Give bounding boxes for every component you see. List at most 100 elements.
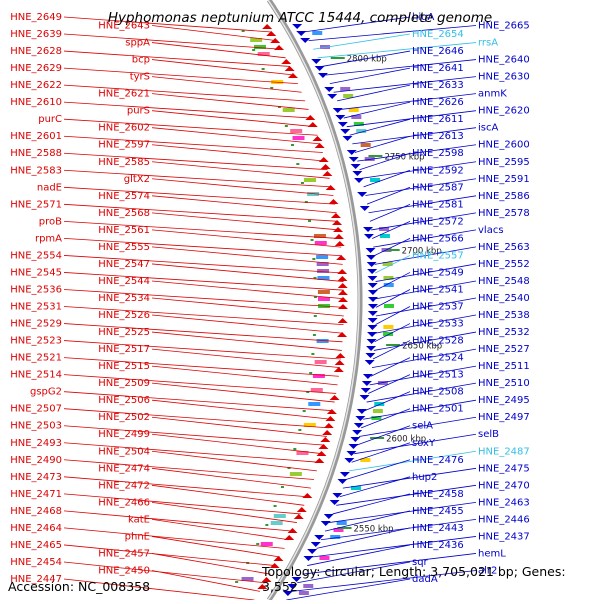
gene-label: HNE_2572: [412, 216, 464, 227]
leader-line: [363, 399, 477, 420]
minor-tick: [313, 315, 317, 317]
leader-line: [151, 314, 344, 334]
gene-label: HNE_2454: [10, 557, 62, 568]
leader-line: [151, 212, 340, 231]
forward-gene-arrow: [326, 409, 337, 414]
gene-label: HNE_2601: [10, 131, 62, 142]
cog-block: [317, 297, 330, 301]
leader-line: [63, 255, 344, 274]
forward-gene-arrow: [322, 430, 333, 435]
gene-label: HNE_2473: [10, 472, 62, 483]
leader-line: [320, 518, 477, 541]
gene-label: HNE_2566: [412, 233, 464, 244]
reverse-gene-arrow: [367, 276, 378, 281]
reverse-gene-arrow: [365, 248, 376, 253]
leader-line: [375, 263, 477, 282]
forward-gene-arrow: [320, 164, 331, 169]
gene-label: HNE_2600: [478, 140, 530, 151]
gene-label: HNE_2517: [98, 344, 150, 355]
leader-line: [291, 570, 477, 592]
gene-label: HNE_2665: [478, 21, 530, 32]
leader-line: [63, 186, 336, 205]
reverse-gene-arrow: [366, 262, 377, 267]
leader-line: [325, 59, 477, 76]
gene-label: HNE_2447: [10, 574, 62, 585]
reverse-gene-arrow: [352, 171, 363, 176]
gene-label: HNE_2504: [98, 446, 150, 457]
gene-label: soxY: [412, 438, 436, 449]
gene-label: HNE_2495: [478, 395, 530, 406]
cog-block: [383, 276, 394, 280]
leader-line: [151, 570, 260, 592]
forward-gene-arrow: [284, 66, 295, 71]
cog-block: [316, 262, 329, 266]
reverse-gene-arrow: [329, 500, 340, 505]
gene-label: HNE_2471: [10, 489, 62, 500]
leader-line: [151, 178, 334, 196]
gene-label: HNE_2502: [98, 412, 150, 423]
gene-label: HNE_2595: [478, 157, 530, 168]
minor-tick: [296, 163, 300, 165]
cog-block: [383, 304, 394, 308]
leader-line: [369, 203, 411, 222]
leader-line: [375, 314, 477, 334]
gene-label: HNE_2437: [478, 531, 530, 542]
gene-label: HNE_2531: [10, 302, 62, 313]
gene-label: HNE_2585: [98, 157, 150, 168]
gene-label: HNE_2513: [412, 370, 464, 381]
forward-gene-arrow: [334, 360, 345, 365]
reverse-gene-arrow: [300, 38, 311, 43]
leader-line: [151, 382, 335, 403]
gene-label: HNE_2472: [98, 480, 150, 491]
minor-tick: [310, 239, 314, 241]
leader-line: [63, 50, 290, 67]
reverse-gene-arrow: [314, 535, 325, 540]
reverse-gene-arrow: [367, 325, 378, 330]
cog-block: [383, 283, 394, 287]
gene-label: HNE_2630: [478, 72, 530, 83]
leader-line: [368, 195, 477, 214]
gene-label: HNE_2501: [412, 404, 464, 415]
gene-label: HNE_2476: [412, 455, 464, 466]
minor-tick: [309, 372, 313, 374]
forward-gene-arrow: [284, 535, 295, 540]
map-title: Hyphomonas neptunium ATCC 15444, complet…: [107, 10, 493, 26]
reverse-gene-arrow: [339, 472, 350, 477]
leader-line: [345, 459, 411, 480]
reverse-gene-arrow: [367, 311, 378, 316]
leader-line: [317, 42, 477, 59]
gene-label: HNE_2515: [98, 361, 150, 372]
gene-label: hemL: [478, 548, 506, 559]
gene-label: HNE_2588: [10, 148, 62, 159]
leader-line: [151, 246, 343, 265]
reverse-gene-arrow: [356, 409, 367, 414]
leader-line: [151, 399, 332, 420]
gene-label: HNE_2455: [412, 506, 464, 517]
cog-block: [316, 255, 329, 259]
gene-label: selA: [412, 421, 433, 432]
leader-line: [151, 127, 321, 145]
leader-line: [63, 425, 325, 446]
cog-block: [296, 451, 309, 455]
gene-label: HNE_2526: [98, 310, 150, 321]
leader-line: [151, 484, 305, 506]
gene-label: sqr: [412, 557, 429, 568]
leader-line: [354, 433, 477, 455]
forward-gene-arrow: [333, 367, 344, 372]
gene-label: HNE_2443: [412, 523, 464, 534]
leader-line: [374, 246, 477, 265]
reverse-gene-arrow: [350, 437, 361, 442]
reverse-gene-arrow: [359, 395, 370, 400]
gene-label: HNE_2470: [478, 480, 530, 491]
forward-gene-arrow: [337, 318, 348, 323]
feature-tracks: [241, 24, 394, 596]
leader-line: [342, 467, 477, 489]
forward-gene-arrow: [320, 437, 331, 442]
reverse-gene-arrow: [337, 122, 348, 127]
minor-tick: [311, 353, 315, 355]
leader-line: [363, 169, 411, 188]
gene-label: HNE_2466: [98, 497, 150, 508]
gene-label: HNE_2628: [10, 46, 62, 57]
leader-line: [151, 263, 344, 282]
